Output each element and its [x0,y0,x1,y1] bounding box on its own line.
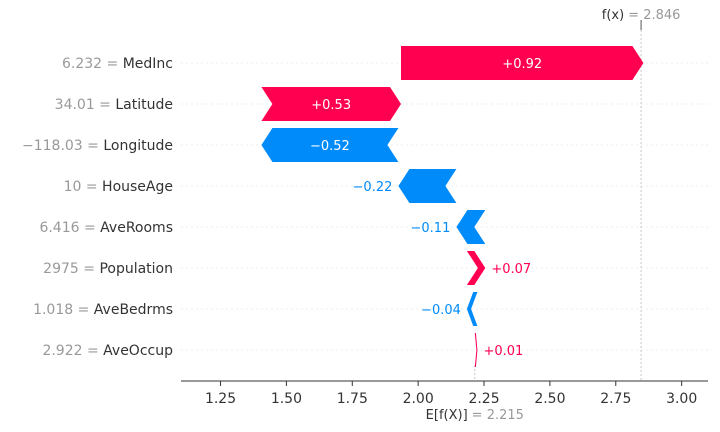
bar-label-houseage: −0.22 [353,180,393,195]
x-tick-label: 3.00 [666,391,697,407]
bar-longitude [261,128,399,162]
bar-label-longitude: −0.52 [310,139,350,154]
x-tick-label: 2.00 [403,391,434,407]
bar-population [466,251,486,285]
feature-name: AveBedrms [94,302,173,318]
feature-value: 10 = [64,179,102,195]
feature-value: −118.03 = [22,138,103,154]
feature-label-longitude: −118.03 = Longitude [22,138,173,154]
final-value-name: f(x) [602,8,624,23]
reference-lines [474,20,642,381]
x-tick-label: 2.25 [468,391,499,407]
final-value-eq: = [628,8,643,23]
feature-label-houseage: 10 = HouseAge [64,179,173,195]
base-value-label: E[f(X)] = 2.215 [426,406,524,423]
feature-name: AveRooms [100,220,173,236]
feature-name: AveOccup [103,343,173,359]
feature-label-aveoccup: 2.922 = AveOccup [42,343,173,359]
bar-latitude [261,87,401,121]
bar-aveoccup [474,333,478,367]
bar-label-medinc: +0.92 [502,57,542,72]
feature-value: 6.232 = [62,56,123,72]
final-value-label: f(x) = 2.846 [602,6,681,23]
x-axis: 1.25 1.50 1.75 2.00 2.25 2.50 2.75 3.00 [181,380,708,407]
feature-value: 6.416 = [39,220,100,236]
bar-label-latitude: +0.53 [311,98,351,113]
x-tick-label: 1.50 [271,391,302,407]
bar-label-aveoccup: +0.01 [483,344,523,359]
feature-labels: 6.232 = MedInc 34.01 = Latitude −118.03 = … [22,56,173,359]
feature-name: Latitude [115,97,173,113]
contribution-labels: +0.92 +0.53 −0.52 −0.22 −0.11 +0.07 −0.04 +0.01 [310,57,542,359]
final-value-text: 2.846 [643,8,680,23]
base-value-eq: = [472,408,487,423]
contribution-bars [261,46,644,367]
feature-label-averooms: 6.416 = AveRooms [39,220,173,236]
feature-label-latitude: 34.01 = Latitude [55,97,173,113]
base-value-text: 2.215 [487,408,524,423]
bar-avebedrms [466,292,478,326]
x-tick-label: 1.25 [205,391,236,407]
x-tick-label: 1.75 [337,391,368,407]
feature-label-medinc: 6.232 = MedInc [62,56,173,72]
x-tick-label: 2.75 [600,391,631,407]
feature-value: 34.01 = [55,97,116,113]
bar-label-population: +0.07 [491,262,531,277]
bar-label-averooms: −0.11 [411,221,451,236]
bar-medinc [401,46,644,80]
feature-value: 2975 = [43,261,99,277]
feature-name: HouseAge [102,179,173,195]
x-tick-label: 2.50 [534,391,565,407]
feature-name: Longitude [103,138,173,154]
base-value-name: E[f(X)] [426,408,468,423]
bar-averooms [456,210,486,244]
feature-value: 2.922 = [42,343,103,359]
feature-value: 1.018 = [33,302,94,318]
bar-label-avebedrms: −0.04 [421,303,461,318]
feature-label-avebedrms: 1.018 = AveBedrms [33,302,173,318]
feature-label-population: 2975 = Population [43,261,173,277]
bar-houseage [398,169,457,203]
feature-name: Population [99,261,173,277]
feature-name: MedInc [123,56,173,72]
